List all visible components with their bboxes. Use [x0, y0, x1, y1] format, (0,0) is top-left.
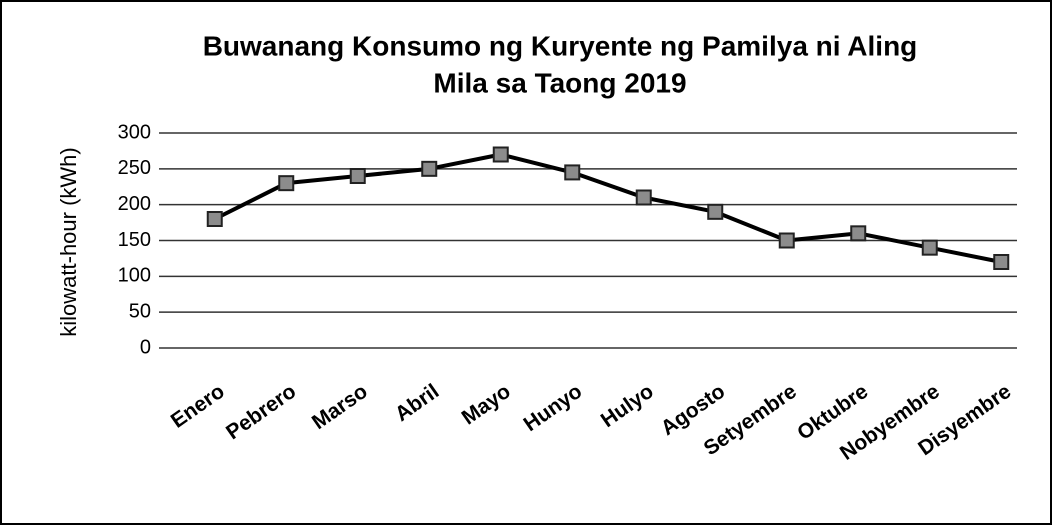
marker — [778, 232, 795, 249]
y-tick-label: 200 — [118, 193, 151, 215]
y-tick-label: 150 — [118, 229, 151, 251]
marker — [206, 211, 223, 227]
marker — [707, 203, 724, 220]
marker — [421, 160, 438, 177]
y-tick-label: 300 — [118, 121, 151, 143]
y-axis-label: kilowatt-hour (kWh) — [56, 147, 81, 336]
marker — [850, 225, 867, 242]
chart-title: Buwanang Konsumo ng Kuryente ng Pamilya … — [203, 30, 918, 61]
marker — [993, 254, 1010, 270]
line — [213, 152, 1002, 264]
y-tick-label: 50 — [129, 300, 151, 322]
marker — [278, 175, 295, 192]
y-tick-label: 250 — [118, 157, 151, 179]
marker — [349, 168, 366, 184]
marker — [564, 164, 581, 181]
marker — [921, 239, 938, 256]
y-tick-label: 0 — [140, 336, 151, 358]
y-tick-label: 100 — [118, 265, 151, 287]
marker — [635, 189, 652, 206]
marker — [492, 146, 509, 163]
chart-title: Mila sa Taong 2019 — [433, 67, 686, 98]
